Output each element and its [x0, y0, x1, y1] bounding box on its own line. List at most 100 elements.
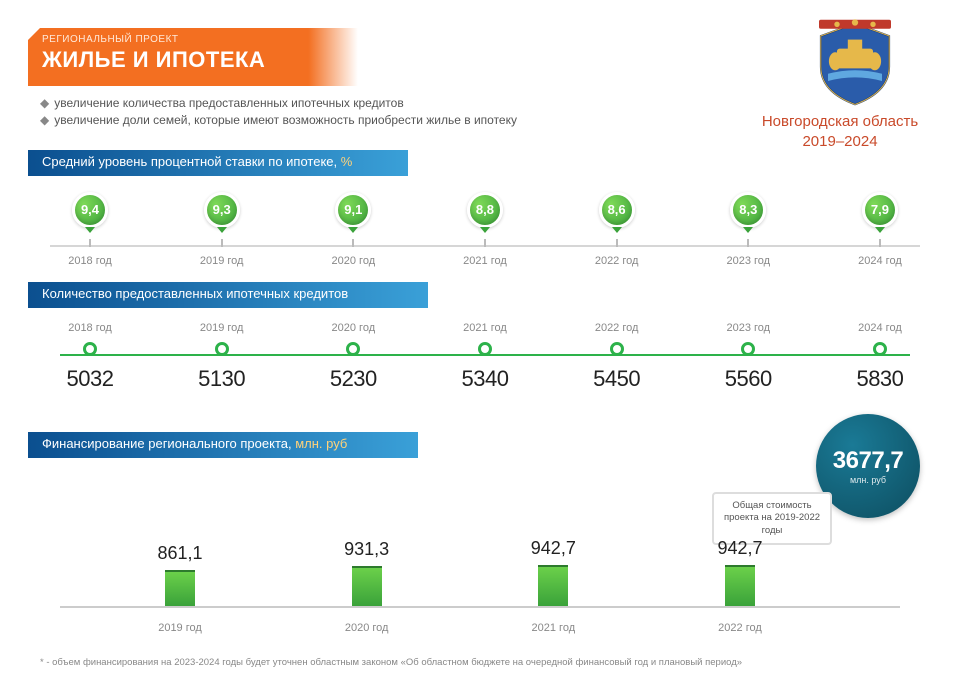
year-label: 2021 год	[445, 322, 525, 334]
year-label: 2021 год	[493, 622, 613, 634]
count-value: 5340	[445, 366, 525, 392]
header-title: ЖИЛЬЕ И ИПОТЕКА	[42, 47, 344, 73]
rate-badge: 9,4	[72, 192, 108, 228]
count-value: 5130	[182, 366, 262, 392]
region-label: Новгородская область 2019–2024	[750, 112, 930, 151]
year-label: 2019 год	[182, 322, 262, 334]
ring-marker	[83, 342, 97, 356]
bar-col: 942,7	[680, 538, 800, 606]
bar-year-col: 2019 год	[120, 612, 240, 634]
count-tick: 2021 год 5340	[445, 322, 525, 392]
year-label: 2024 год	[840, 322, 920, 334]
year-label: 2020 год	[313, 255, 393, 267]
bar-year-col: 2021 год	[493, 612, 613, 634]
bullets-list: ◆увеличение количества предоставленных и…	[40, 96, 517, 130]
year-label: 2018 год	[50, 255, 130, 267]
count-tick: 2022 год 5450	[577, 322, 657, 392]
bar	[165, 570, 195, 606]
count-value: 5032	[50, 366, 130, 392]
header-subtitle: РЕГИОНАЛЬНЫЙ ПРОЕКТ	[42, 34, 344, 45]
count-value: 5450	[577, 366, 657, 392]
year-label: 2020 год	[313, 322, 393, 334]
ring-marker	[741, 342, 755, 356]
header-banner: РЕГИОНАЛЬНЫЙ ПРОЕКТ ЖИЛЬЕ И ИПОТЕКА	[28, 28, 358, 86]
rate-badge: 8,3	[730, 192, 766, 228]
rate-badge: 8,6	[599, 192, 635, 228]
count-tick: 2020 год 5230	[313, 322, 393, 392]
year-label: 2023 год	[708, 255, 788, 267]
count-tick: 2024 год 5830	[840, 322, 920, 392]
bar	[538, 565, 568, 606]
region-name: Новгородская область	[750, 112, 930, 132]
section3-title: Финансирование регионального проекта,	[42, 436, 295, 451]
count-value: 5560	[708, 366, 788, 392]
section2-title: Количество предоставленных ипотечных кре…	[42, 286, 348, 301]
year-label: 2021 год	[445, 255, 525, 267]
rate-badge: 9,3	[204, 192, 240, 228]
ring-marker	[346, 342, 360, 356]
rate-tick: 7,9 2024 год	[840, 192, 920, 267]
section2-timeline: 2018 год 5032 2019 год 5130 2020 год 523…	[50, 322, 920, 392]
total-unit: млн. руб	[816, 475, 920, 485]
year-label: 2019 год	[120, 622, 240, 634]
bar-year-col: 2020 год	[307, 612, 427, 634]
section3-years: 2019 год 2020 год 2021 год 2022 год	[120, 612, 800, 634]
year-label: 2020 год	[307, 622, 427, 634]
rate-tick: 9,1 2020 год	[313, 192, 393, 267]
ring-marker	[478, 342, 492, 356]
section1-banner: Средний уровень процентной ставки по ипо…	[28, 150, 408, 176]
axis-tick	[89, 239, 91, 247]
bar-col: 931,3	[307, 539, 427, 606]
bar-value: 931,3	[307, 539, 427, 560]
rate-tick: 9,3 2019 год	[182, 192, 262, 267]
axis-tick	[352, 239, 354, 247]
bullet-item: ◆увеличение количества предоставленных и…	[40, 96, 517, 110]
year-label: 2019 год	[182, 255, 262, 267]
year-label: 2024 год	[840, 255, 920, 267]
section3-baseline	[60, 606, 900, 608]
section3-bars: 861,1 931,3 942,7 942,7	[120, 530, 800, 606]
bar-col: 942,7	[493, 538, 613, 606]
year-label: 2022 год	[680, 622, 800, 634]
ring-marker	[215, 342, 229, 356]
rate-tick: 9,4 2018 год	[50, 192, 130, 267]
total-value: 3677,7	[816, 447, 920, 475]
count-value: 5830	[840, 366, 920, 392]
footnote: * - объем финансирования на 2023-2024 го…	[40, 657, 742, 668]
bar-value: 942,7	[493, 538, 613, 559]
section1-title: Средний уровень процентной ставки по ипо…	[42, 154, 341, 169]
year-label: 2023 год	[708, 322, 788, 334]
rate-tick: 8,8 2021 год	[445, 192, 525, 267]
count-tick: 2018 год 5032	[50, 322, 130, 392]
count-tick: 2023 год 5560	[708, 322, 788, 392]
year-label: 2022 год	[577, 255, 657, 267]
bar-col: 861,1	[120, 543, 240, 606]
count-value: 5230	[313, 366, 393, 392]
rate-tick: 8,6 2022 год	[577, 192, 657, 267]
region-years: 2019–2024	[750, 132, 930, 152]
rate-badge: 8,8	[467, 192, 503, 228]
rate-tick: 8,3 2023 год	[708, 192, 788, 267]
ring-marker	[873, 342, 887, 356]
axis-tick	[221, 239, 223, 247]
rate-badge: 7,9	[862, 192, 898, 228]
bar-value: 942,7	[680, 538, 800, 559]
bar-value: 861,1	[120, 543, 240, 564]
bar-year-col: 2022 год	[680, 612, 800, 634]
ring-marker	[610, 342, 624, 356]
section1-unit: %	[341, 154, 353, 169]
axis-tick	[747, 239, 749, 247]
bar	[352, 566, 382, 606]
section1-timeline: 9,4 2018 год 9,3 2019 год 9,1 2020 год 8…	[50, 192, 920, 267]
bar	[725, 565, 755, 606]
axis-tick	[616, 239, 618, 247]
region-crest	[810, 18, 900, 108]
section3-unit: млн. руб	[295, 436, 347, 451]
axis-tick	[879, 239, 881, 247]
year-label: 2022 год	[577, 322, 657, 334]
section2-banner: Количество предоставленных ипотечных кре…	[28, 282, 428, 308]
rate-badge: 9,1	[335, 192, 371, 228]
bullet-item: ◆увеличение доли семей, которые имеют во…	[40, 113, 517, 127]
year-label: 2018 год	[50, 322, 130, 334]
section3-banner: Финансирование регионального проекта, мл…	[28, 432, 418, 458]
